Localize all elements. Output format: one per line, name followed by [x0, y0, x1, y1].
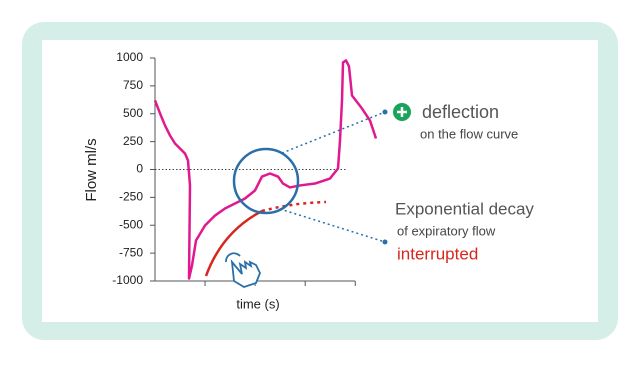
y-tick-label: 1000	[116, 50, 143, 64]
y-tick-label: -1000	[112, 273, 143, 287]
annotation: interrupted	[397, 244, 478, 263]
y-tick-label: 250	[123, 134, 143, 148]
y-tick-label: 500	[123, 106, 143, 120]
pointer-dot	[382, 239, 388, 245]
y-axis-label: Flow ml/s	[83, 138, 100, 201]
hand-icon	[225, 252, 261, 288]
y-tick-label: -250	[119, 190, 143, 204]
pointer-line	[281, 111, 386, 154]
annotation: on the flow curve	[420, 126, 518, 141]
decay-extrapolation	[261, 200, 327, 213]
plot: 1000 750 500 250 0 -250 -500 -750 -1000	[112, 50, 378, 287]
y-tick-label: 750	[123, 78, 143, 92]
annotation: Exponential decay	[395, 199, 534, 218]
annotation: of expiratory flow	[397, 223, 496, 238]
flow-curve	[153, 59, 378, 280]
x-axis-label: time (s)	[236, 296, 279, 311]
y-tick-label: -500	[119, 217, 143, 231]
annotation: deflection	[422, 102, 499, 122]
decay-curve	[204, 209, 263, 277]
y-tick-label: -750	[119, 245, 143, 259]
plus-sign	[397, 107, 407, 117]
y-tick-label: 0	[136, 162, 143, 176]
pointer-dot	[382, 109, 388, 115]
highlight-circle	[232, 147, 300, 215]
pointer-line	[279, 208, 386, 243]
